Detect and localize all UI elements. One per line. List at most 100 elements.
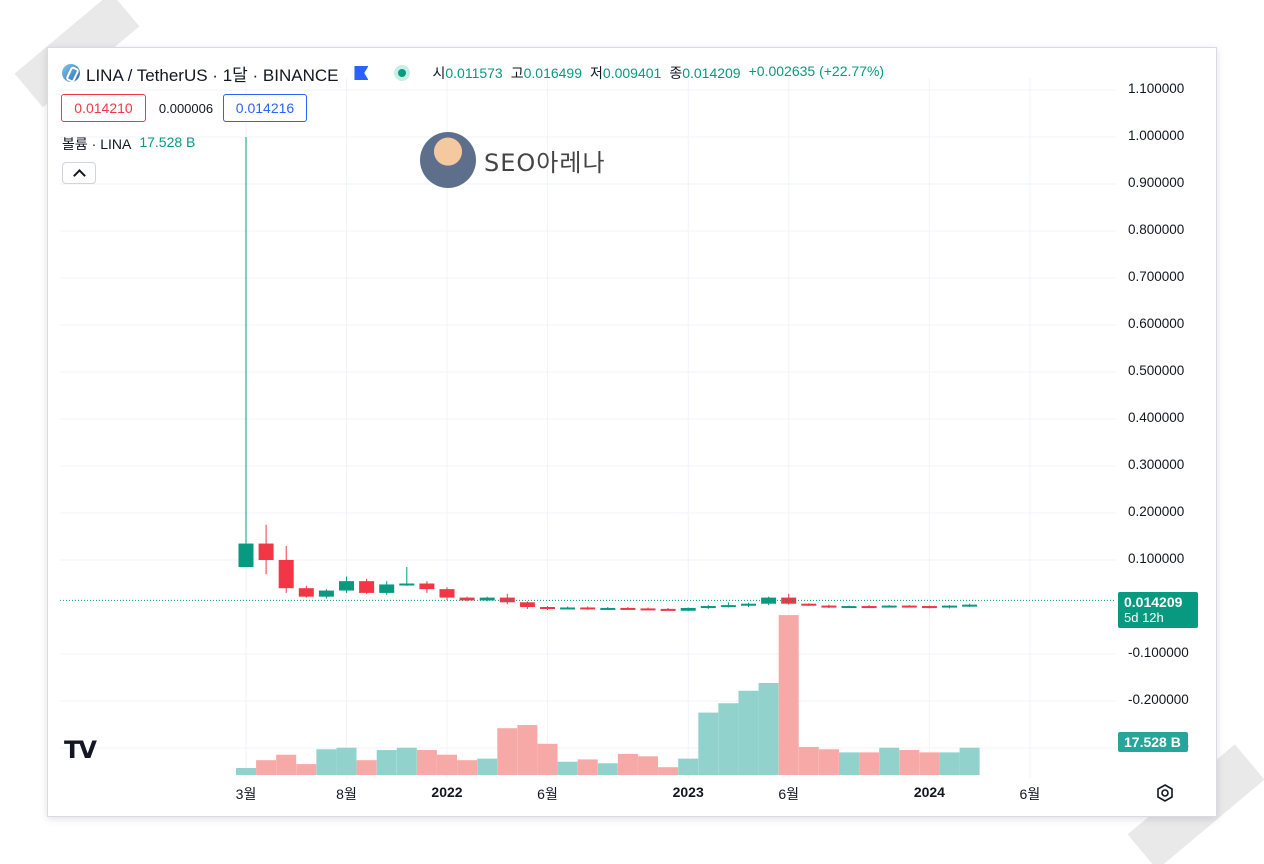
volume-bar [617,753,638,775]
volume-bar [939,752,960,775]
open-label: 시 [432,65,446,81]
y-tick-label: 0.600000 [1128,316,1185,331]
candle-body [640,608,656,611]
volume-bar [839,752,859,775]
volume-bar [517,725,538,775]
candle-body [258,543,274,560]
volume-bar [577,759,598,775]
flag-icon[interactable] [354,66,369,80]
candle-body [298,588,314,597]
candle-body [881,605,897,608]
x-tick-label: 2023 [672,784,704,800]
ohlc-values: 시0.011573 고0.016499 저0.009401 종0.014209 … [432,63,884,83]
candle-body [399,583,415,586]
y-tick-label: 0.700000 [1128,269,1185,284]
volume-bar [899,750,920,775]
x-tick-label: 2024 [913,784,945,800]
candle-body [580,607,596,610]
candle-body [901,605,917,608]
volume-bar [758,682,779,775]
candle-body [720,605,736,608]
volume-bar [477,758,498,775]
candle-body [479,597,495,601]
y-tick-label: -0.100000 [1128,645,1189,660]
x-tick-label: 3월 [235,786,257,802]
volume-bar [537,743,558,775]
countdown-value: 5d 12h [1124,610,1164,625]
volume-bar [376,750,397,775]
candle-body [540,607,555,609]
low-value: 0.009401 [602,65,662,81]
candle-body [439,589,455,598]
volume-bar [678,758,699,775]
candle-body [821,605,837,608]
price-chart[interactable] [48,48,1216,816]
candle-body [459,597,475,601]
candle-body [359,581,375,593]
candle-body [600,607,616,610]
y-tick-label: 0.500000 [1128,363,1185,378]
candle-body [660,608,676,611]
volume-bar [316,749,337,775]
y-tick-label: 1.000000 [1128,128,1185,143]
candle-body [942,605,957,608]
volume-bar [879,747,900,775]
close-value: 0.014209 [682,65,741,81]
volume-bar [236,767,256,775]
candle-body [379,584,395,593]
low-label: 저 [590,65,603,81]
sell-price-button[interactable]: 0.014210 [61,94,146,122]
watermark-text: SEO아레나 [484,148,606,177]
candle-body [962,604,978,607]
volume-bar [497,728,518,775]
volume-bar [416,750,437,775]
settings-gear-icon[interactable] [1156,784,1174,802]
candle-body [861,606,877,609]
x-tick-label: 8월 [336,786,357,802]
x-tick-label: 6월 [537,786,558,802]
volume-bar [718,703,739,775]
y-tick-label: 0.200000 [1128,504,1185,519]
candle-body [238,543,254,568]
volume-bar [698,712,719,775]
volume-bar [597,763,618,775]
buy-price-button[interactable]: 0.014216 [223,94,307,122]
volume-value: 17.528 B [139,134,196,150]
y-tick-label: -0.200000 [1128,692,1189,707]
market-status-icon[interactable] [394,65,411,81]
candle-body [741,603,756,606]
last-price-tag: 0.014209 5d 12h [1118,592,1198,628]
volume-label: 볼륨 · LINA [62,136,132,152]
open-value: 0.011573 [445,65,503,81]
candle-body [560,607,576,610]
volume-bar [658,767,679,775]
spread-value: 0.000006 [152,94,220,122]
collapse-legend-button[interactable] [62,162,96,184]
y-tick-label: 0.900000 [1128,175,1185,190]
close-label: 종 [669,65,683,81]
volume-bar [276,754,297,775]
candle-body [419,583,435,590]
y-tick-label: 1.100000 [1128,81,1185,96]
candle-body [278,560,294,589]
volume-bar [959,747,980,775]
x-tick-label: 2022 [431,784,463,800]
volume-bar [738,690,759,775]
watermark: SEO아레나 [420,132,606,188]
volume-bar [818,749,839,775]
volume-bar [437,754,457,775]
candle-body [801,603,817,606]
volume-bar [336,747,357,775]
candle-body [519,602,535,607]
avatar [420,132,476,188]
volume-bar [457,760,478,775]
y-tick-label: 0.300000 [1128,457,1185,472]
volume-bar [557,761,578,775]
high-label: 고 [510,65,524,81]
change-value: +0.002635 (+22.77%) [748,63,885,79]
volume-bar [296,764,317,775]
volume-bar [859,752,880,775]
symbol-title[interactable]: LINA / TetherUS · 1달 · BINANCE [86,65,339,85]
candle-body [921,606,937,609]
tradingview-logo[interactable]: TV [64,736,97,764]
